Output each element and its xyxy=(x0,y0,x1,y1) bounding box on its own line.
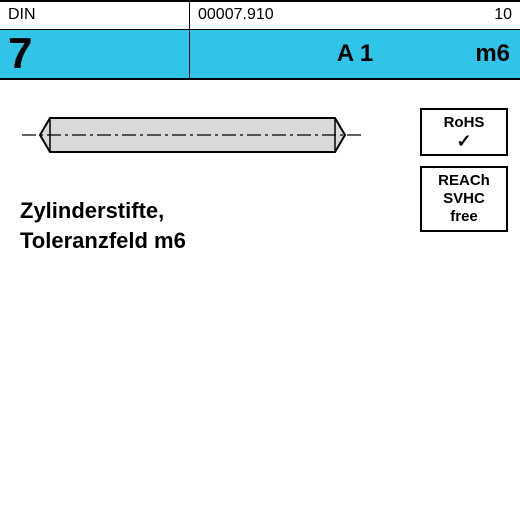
partnumber-cell: 00007.910 10 xyxy=(190,2,520,29)
pin-drawing xyxy=(20,110,365,160)
description-line-2: Toleranzfeld m6 xyxy=(20,226,186,256)
revision: 10 xyxy=(494,6,512,24)
datasheet-page: DIN 00007.910 10 7 A 1 m6 RoHS✓ REAChSVHC… xyxy=(0,0,520,520)
header-row-2: 7 A 1 m6 xyxy=(0,30,520,80)
badge-line: free xyxy=(424,208,504,226)
badge-line: RoHS xyxy=(424,114,504,132)
compliance-badge-1: REAChSVHCfree xyxy=(420,166,508,232)
badge-line: SVHC xyxy=(424,190,504,208)
badge-line: REACh xyxy=(424,172,504,190)
check-icon: ✓ xyxy=(424,132,504,150)
description-block: Zylinderstifte, Toleranzfeld m6 xyxy=(20,196,186,255)
header-row-1: DIN 00007.910 10 xyxy=(0,0,520,30)
material-code: A 1 xyxy=(337,40,373,68)
material-tolerance-cell: A 1 m6 xyxy=(190,30,520,78)
part-number: 00007.910 xyxy=(198,6,274,24)
standard-number: 7 xyxy=(8,29,32,78)
compliance-badge-0: RoHS✓ xyxy=(420,108,508,156)
standard-number-cell: 7 xyxy=(0,30,190,78)
description-line-1: Zylinderstifte, xyxy=(20,196,186,226)
tolerance-code: m6 xyxy=(475,40,510,68)
compliance-badges: RoHS✓ REAChSVHCfree xyxy=(420,108,508,242)
standard-label-cell: DIN xyxy=(0,2,190,29)
standard-label: DIN xyxy=(8,6,36,23)
pin-svg xyxy=(20,110,365,160)
